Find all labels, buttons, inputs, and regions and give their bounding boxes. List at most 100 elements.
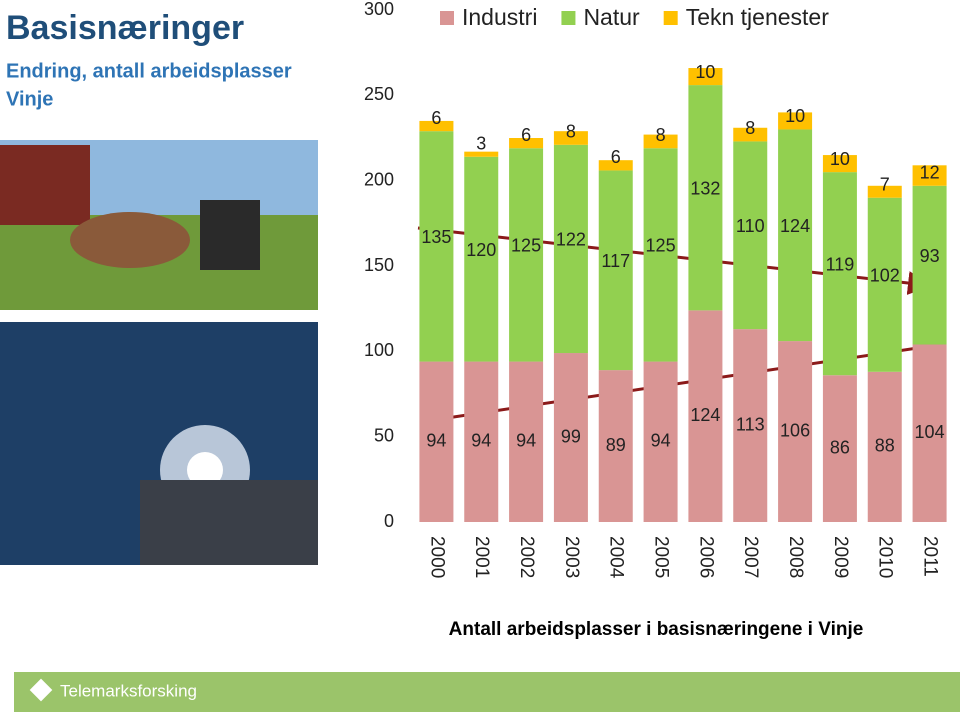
value-label: 122: [556, 230, 586, 250]
bar-segment: [822, 155, 857, 173]
legend-label: Natur: [583, 4, 640, 30]
value-label: 86: [830, 437, 850, 457]
value-label: 124: [690, 405, 720, 425]
value-label: 89: [606, 435, 626, 455]
value-label: 10: [830, 149, 850, 169]
bar-segment: [867, 197, 902, 372]
x-tick-label: 2010: [875, 536, 896, 578]
bar-segment: [912, 165, 947, 186]
value-label: 99: [561, 426, 581, 446]
value-label: 6: [521, 125, 531, 145]
bar-segment: [419, 120, 454, 132]
value-label: 119: [826, 254, 855, 274]
x-tick-label: 2000: [426, 536, 447, 578]
value-label: 10: [695, 62, 715, 82]
value-label: 113: [736, 414, 765, 434]
bar-segment: [822, 375, 857, 522]
bar-segment: [688, 68, 723, 86]
y-tick-label: 250: [364, 84, 394, 104]
bar-segment: [688, 310, 723, 522]
bar-segment: [733, 127, 768, 142]
value-label: 8: [656, 125, 666, 145]
y-tick-label: 0: [384, 511, 394, 531]
bar-segment: [464, 156, 499, 362]
bar-segment: [553, 353, 588, 522]
bar-segment: [553, 144, 588, 354]
value-label: 125: [511, 236, 541, 256]
y-tick-label: 200: [364, 169, 394, 189]
photo-welding: [0, 322, 318, 565]
footer-logo: Telemarksforsking: [60, 681, 197, 700]
bar-segment: [688, 85, 723, 311]
x-tick-label: 2007: [740, 536, 761, 578]
photo-farm: [0, 140, 318, 310]
value-label: 12: [920, 163, 940, 183]
value-label: 8: [745, 118, 755, 138]
bar-segment: [733, 329, 768, 522]
bar-segment: [598, 170, 633, 371]
x-tick-label: 2008: [785, 536, 806, 578]
bar-segment: [867, 371, 902, 522]
slide-title: Basisnæringer: [6, 9, 244, 47]
value-label: 6: [431, 108, 441, 128]
y-tick-label: 100: [364, 340, 394, 360]
value-label: 110: [736, 216, 765, 236]
bar-segment: [778, 341, 813, 522]
x-tick-label: 2011: [920, 536, 941, 577]
value-label: 135: [421, 227, 451, 247]
bar-segment: [509, 138, 544, 149]
legend-label: Industri: [462, 4, 537, 30]
value-label: 132: [690, 178, 720, 198]
bar-segment: [509, 361, 544, 522]
slide-subtitle: Vinje: [6, 88, 53, 110]
y-tick-label: 150: [364, 255, 394, 275]
value-label: 93: [920, 246, 940, 266]
bar-segment: [643, 148, 678, 362]
slide-subtitle: Endring, antall arbeidsplasser: [6, 60, 292, 82]
value-label: 106: [780, 420, 810, 440]
value-label: 125: [646, 236, 676, 256]
value-label: 6: [611, 147, 621, 167]
x-tick-label: 2009: [830, 536, 851, 578]
value-label: 120: [466, 240, 496, 260]
x-axis-label: Antall arbeidsplasser i basisnæringene i…: [449, 619, 864, 640]
bar-segment: [553, 131, 588, 145]
y-tick-label: 50: [374, 425, 394, 445]
value-label: 3: [476, 134, 486, 154]
x-tick-label: 2002: [516, 536, 537, 578]
bar-segment: [822, 172, 857, 376]
bar-segment: [464, 361, 499, 522]
legend-swatch: [440, 11, 454, 25]
bar-segment: [733, 141, 768, 330]
value-label: 94: [471, 431, 491, 451]
x-tick-label: 2006: [695, 536, 716, 578]
value-label: 104: [915, 422, 945, 442]
bar-segment: [419, 131, 454, 362]
bar-segment: [912, 185, 947, 345]
bar-segment: [643, 361, 678, 522]
bar-segment: [464, 151, 499, 157]
bar-segment: [419, 361, 454, 522]
x-tick-label: 2004: [606, 536, 627, 579]
value-label: 88: [875, 436, 895, 456]
bar-segment: [509, 148, 544, 362]
bar-segment: [598, 160, 633, 171]
value-label: 94: [651, 431, 671, 451]
value-label: 94: [426, 431, 446, 451]
x-tick-label: 2001: [471, 536, 492, 578]
bar-segment: [598, 370, 633, 522]
value-label: 7: [880, 174, 890, 194]
legend-label: Tekn tjenester: [686, 4, 830, 30]
legend-swatch: [561, 11, 576, 25]
bar-segment: [778, 129, 813, 342]
value-label: 10: [785, 106, 805, 126]
value-label: 102: [870, 266, 900, 286]
footer-bar: [14, 672, 960, 712]
bar-segment: [912, 344, 947, 522]
bar-segment: [778, 112, 813, 130]
x-tick-label: 2003: [561, 536, 582, 578]
bar-segment: [867, 185, 902, 198]
x-tick-label: 2005: [651, 536, 672, 578]
legend-swatch: [663, 11, 678, 25]
